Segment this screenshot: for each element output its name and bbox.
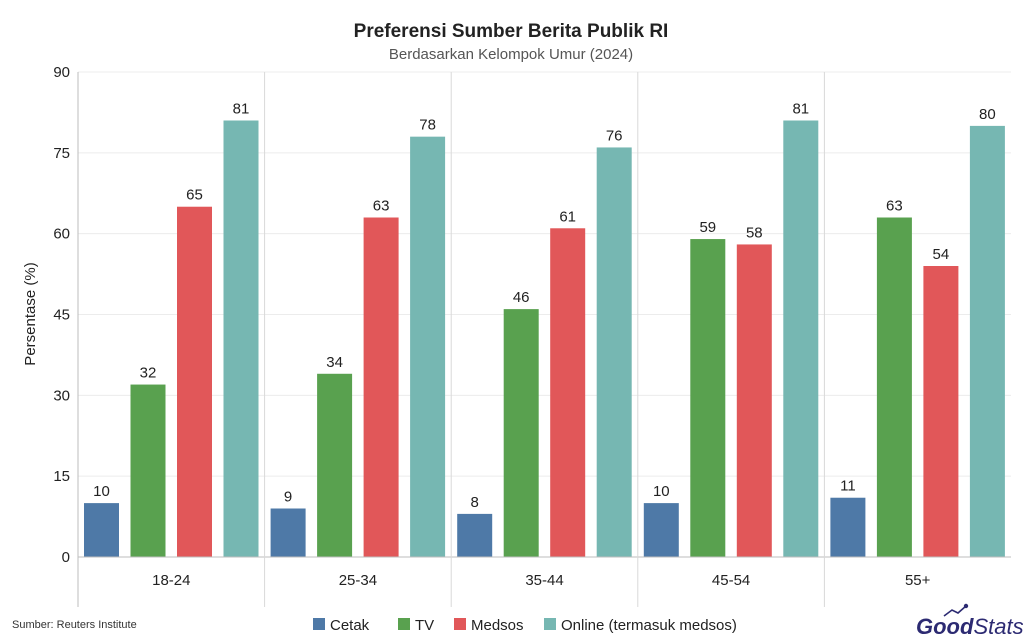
- data-label: 46: [513, 289, 530, 306]
- source-note: Sumber: Reuters Institute: [12, 619, 137, 631]
- y-tick-label: 30: [53, 387, 70, 404]
- bar: [410, 136, 446, 557]
- svg-text:GoodStats: GoodStats: [916, 614, 1023, 639]
- y-tick-label: 45: [53, 307, 70, 324]
- data-label: 80: [979, 106, 996, 123]
- bar: [130, 384, 166, 557]
- legend-label: Online (termasuk medsos): [561, 617, 737, 634]
- legend: Cetak TV Medsos Online (termasuk medsos): [313, 617, 737, 634]
- data-label: 61: [559, 208, 576, 225]
- x-tick-label: 25-34: [339, 572, 377, 589]
- bar: [969, 125, 1005, 557]
- legend-swatch: [454, 618, 466, 630]
- bar: [503, 309, 539, 557]
- legend-label: Medsos: [471, 617, 524, 634]
- chart-subtitle: Berdasarkan Kelompok Umur (2024): [389, 46, 633, 63]
- data-label: 59: [699, 219, 716, 236]
- x-tick-label: 45-54: [712, 572, 750, 589]
- y-tick-label: 75: [53, 145, 70, 162]
- data-label: 32: [140, 365, 157, 382]
- data-label: 11: [840, 478, 856, 495]
- logo-good: Good: [916, 614, 974, 639]
- data-label: 10: [653, 483, 670, 500]
- bar: [550, 228, 586, 557]
- x-tick-label: 35-44: [525, 572, 563, 589]
- bar: [736, 244, 772, 557]
- bar: [457, 513, 493, 557]
- y-tick-label: 15: [53, 468, 70, 485]
- bar: [177, 206, 212, 557]
- data-label: 34: [326, 354, 343, 371]
- legend-swatch: [313, 618, 325, 630]
- data-label: 65: [186, 187, 203, 204]
- logo-stats: Stats: [973, 614, 1023, 639]
- bar: [876, 217, 912, 557]
- axes: 0 15 30 45 60 75 90 18-24 25-34 35-44 45-54 55+: [53, 64, 1011, 607]
- bar: [84, 503, 119, 557]
- legend-swatch: [398, 618, 410, 630]
- bar: [643, 503, 679, 557]
- bar: [690, 239, 726, 558]
- data-label: 76: [606, 127, 623, 144]
- bar: [317, 373, 353, 557]
- gridlines: [78, 71, 1011, 477]
- bar: [363, 217, 399, 557]
- y-axis-label: Persentase (%): [22, 262, 39, 365]
- bars: [84, 120, 1005, 558]
- data-label: 10: [93, 483, 110, 500]
- data-labels: 10 32 65 81 9 34 63 78 8 46 61 76 10 59 58 81 11 63 54 80: [93, 101, 996, 511]
- logo-trend-icon: [943, 605, 967, 617]
- bar: [830, 497, 866, 557]
- bar: [596, 147, 632, 557]
- legend-label: TV: [415, 617, 434, 634]
- chart-title: Preferensi Sumber Berita Publik RI: [354, 21, 669, 42]
- x-tick-label: 18-24: [152, 572, 190, 589]
- data-label: 78: [419, 117, 436, 134]
- y-tick-label: 90: [53, 64, 70, 81]
- bar: [270, 508, 306, 557]
- legend-swatch: [544, 618, 556, 630]
- goodstats-logo: GoodStats: [916, 603, 1023, 639]
- y-tick-label: 0: [62, 549, 70, 566]
- data-label: 8: [471, 494, 479, 511]
- data-label: 63: [373, 198, 390, 215]
- data-label: 81: [233, 101, 250, 118]
- data-label: 58: [746, 224, 763, 241]
- logo-dot-icon: [963, 603, 969, 609]
- bar: [783, 120, 819, 557]
- legend-label: Cetak: [330, 617, 370, 634]
- bar: [223, 120, 259, 557]
- data-label: 9: [284, 489, 292, 506]
- data-label: 81: [792, 101, 809, 118]
- y-tick-label: 60: [53, 226, 70, 243]
- x-tick-label: 55+: [905, 572, 931, 589]
- bar: [923, 266, 959, 557]
- data-label: 54: [933, 246, 950, 263]
- data-label: 63: [886, 198, 903, 215]
